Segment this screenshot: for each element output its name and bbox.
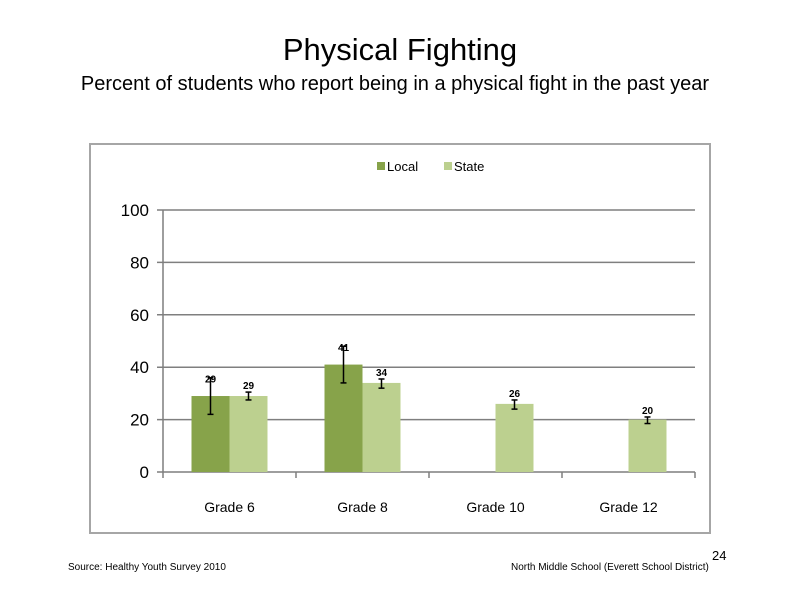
legend-label: Local bbox=[387, 159, 418, 174]
bar-state bbox=[229, 396, 268, 472]
y-tick-label: 60 bbox=[130, 306, 149, 325]
y-tick-label: 20 bbox=[130, 411, 149, 430]
bar-state bbox=[362, 382, 401, 472]
x-category-label: Grade 6 bbox=[204, 499, 255, 515]
slide-subtitle: Percent of students who report being in … bbox=[80, 73, 710, 95]
bar-state bbox=[495, 403, 534, 472]
y-tick-label: 100 bbox=[121, 201, 149, 220]
slide-title: Physical Fighting bbox=[282, 32, 518, 67]
bar-state bbox=[628, 419, 667, 472]
data-label: 29 bbox=[243, 381, 255, 392]
data-label: 29 bbox=[205, 375, 217, 386]
data-label: 20 bbox=[642, 406, 654, 417]
x-category-label: Grade 12 bbox=[599, 499, 658, 515]
y-tick-label: 80 bbox=[130, 253, 149, 272]
x-category-label: Grade 10 bbox=[466, 499, 525, 515]
page-number: 24 bbox=[712, 548, 727, 563]
legend-swatch-state bbox=[444, 162, 452, 170]
data-label: 41 bbox=[338, 343, 350, 354]
data-label: 26 bbox=[509, 389, 521, 400]
legend-swatch-local bbox=[377, 162, 385, 170]
source-note: Source: Healthy Youth Survey 2010 bbox=[68, 562, 226, 573]
y-tick-label: 40 bbox=[130, 358, 149, 377]
school-name: North Middle School (Everett School Dist… bbox=[511, 562, 709, 573]
data-label: 34 bbox=[376, 368, 388, 379]
x-category-label: Grade 8 bbox=[337, 499, 388, 515]
chart-frame bbox=[89, 143, 711, 534]
y-tick-label: 0 bbox=[140, 463, 149, 482]
legend-label: State bbox=[454, 159, 484, 174]
